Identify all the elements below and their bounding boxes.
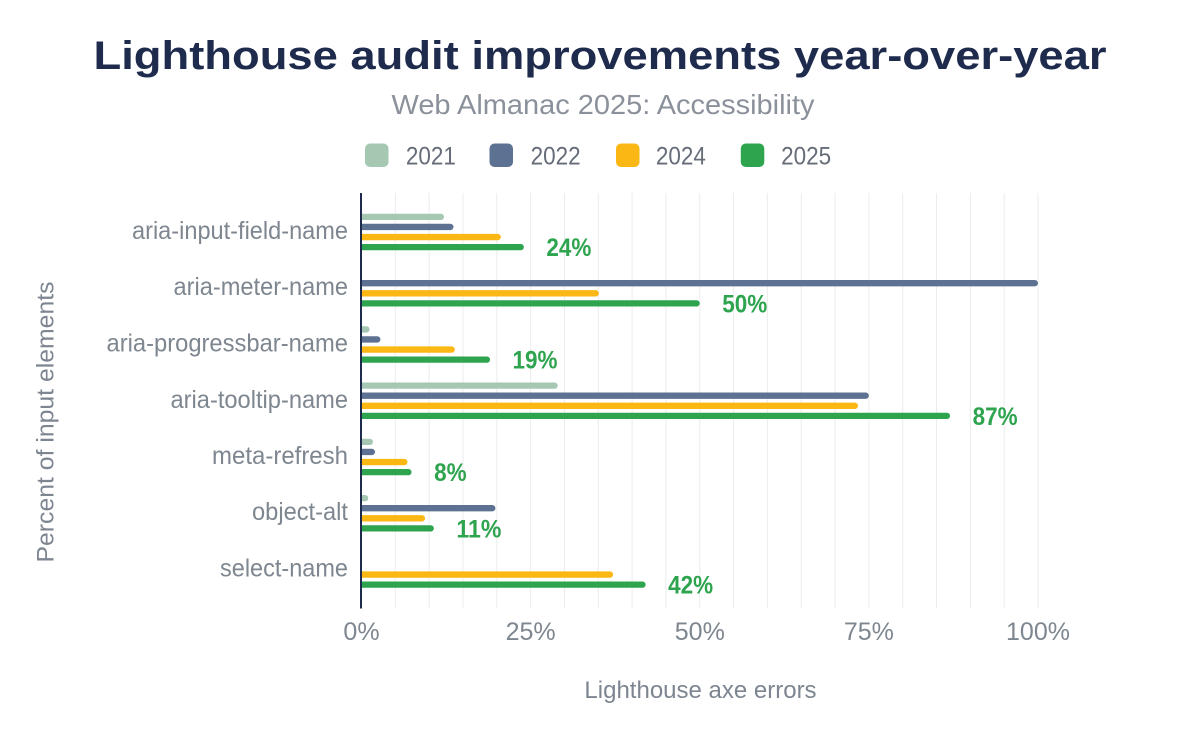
svg-text:0%: 0% bbox=[343, 618, 379, 646]
svg-text:Web Almanac 2025: Accessibilit: Web Almanac 2025: Accessibility bbox=[392, 89, 815, 120]
svg-text:Percent of input elements: Percent of input elements bbox=[33, 282, 60, 563]
svg-text:Lighthouse axe errors: Lighthouse axe errors bbox=[584, 677, 816, 704]
svg-text:50%: 50% bbox=[722, 290, 767, 318]
svg-text:19%: 19% bbox=[513, 347, 558, 375]
svg-text:aria-tooltip-name: aria-tooltip-name bbox=[171, 386, 349, 414]
svg-text:2025: 2025 bbox=[781, 143, 831, 171]
svg-text:2022: 2022 bbox=[531, 143, 581, 171]
svg-text:Lighthouse audit improvements: Lighthouse audit improvements year-over-… bbox=[94, 34, 1107, 78]
svg-text:aria-meter-name: aria-meter-name bbox=[174, 273, 349, 301]
svg-text:select-name: select-name bbox=[220, 555, 348, 583]
svg-text:50%: 50% bbox=[675, 618, 725, 646]
svg-text:aria-input-field-name: aria-input-field-name bbox=[132, 217, 348, 245]
svg-text:75%: 75% bbox=[844, 618, 894, 646]
svg-text:aria-progressbar-name: aria-progressbar-name bbox=[107, 330, 349, 358]
svg-text:meta-refresh: meta-refresh bbox=[212, 442, 348, 470]
svg-text:11%: 11% bbox=[456, 515, 501, 543]
svg-text:8%: 8% bbox=[434, 459, 467, 487]
svg-text:object-alt: object-alt bbox=[252, 498, 348, 526]
svg-text:25%: 25% bbox=[506, 618, 556, 646]
svg-text:24%: 24% bbox=[546, 234, 591, 262]
svg-text:2024: 2024 bbox=[656, 143, 706, 171]
svg-text:87%: 87% bbox=[973, 403, 1018, 431]
svg-text:2021: 2021 bbox=[406, 143, 456, 171]
svg-text:42%: 42% bbox=[668, 572, 713, 600]
svg-text:100%: 100% bbox=[1006, 618, 1070, 646]
